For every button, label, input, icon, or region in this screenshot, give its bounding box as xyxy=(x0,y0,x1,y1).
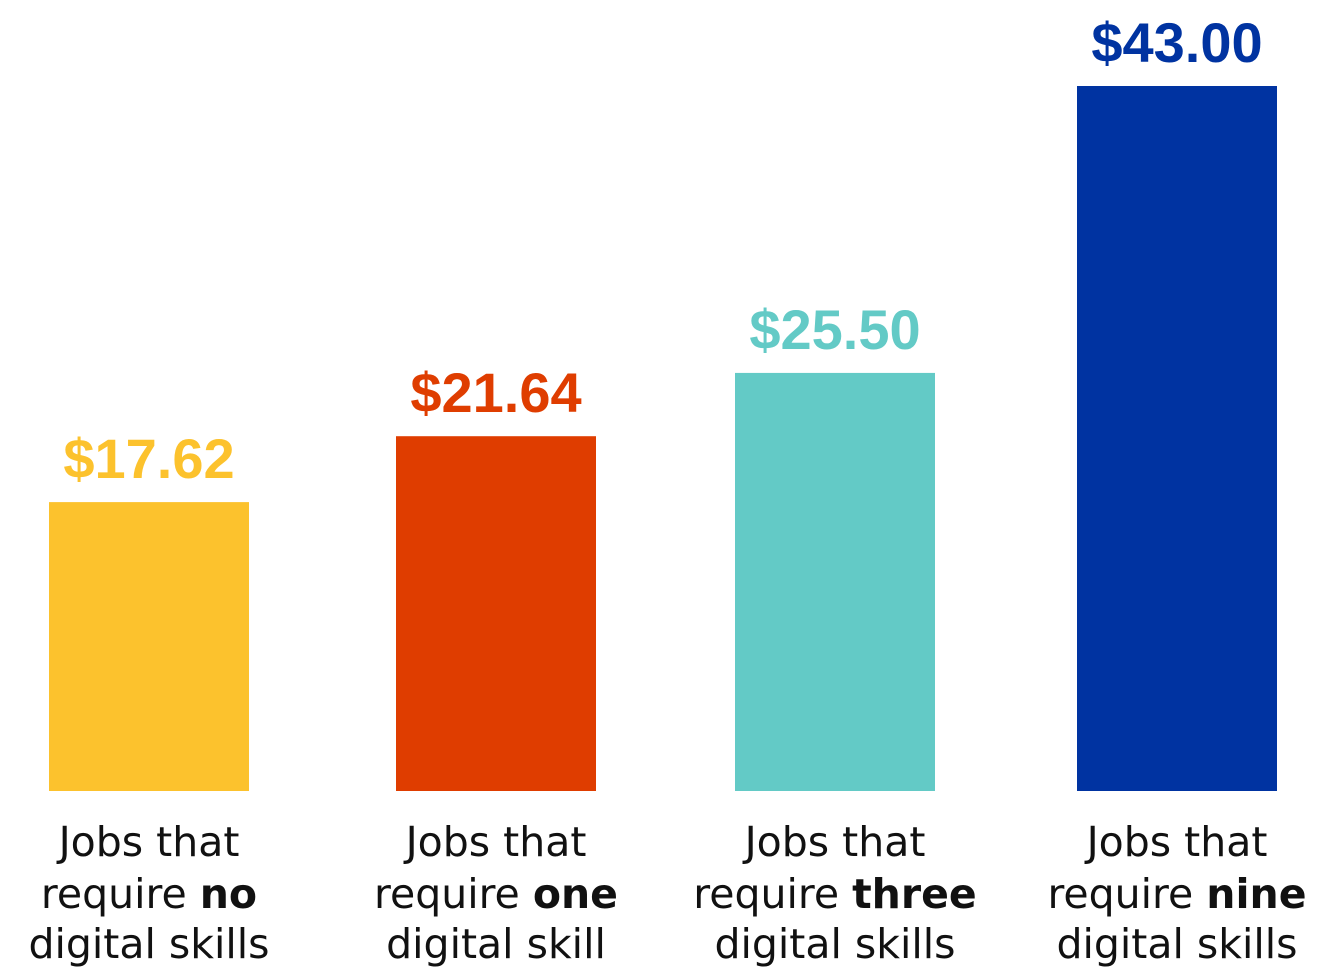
category-line-3: digital skills xyxy=(1056,920,1297,968)
category-line-1: Jobs that xyxy=(742,818,926,866)
bar-1 xyxy=(49,502,249,791)
category-line-2: require nine xyxy=(1047,870,1306,918)
category-line-2-emphasis: no xyxy=(200,870,257,918)
value-label-2: $21.64 xyxy=(410,361,581,424)
category-line-2-emphasis: one xyxy=(533,870,618,918)
category-line-1: Jobs that xyxy=(1084,818,1268,866)
value-label-1: $17.62 xyxy=(63,427,234,490)
category-line-1: Jobs that xyxy=(56,818,240,866)
category-line-2: require no xyxy=(41,870,257,918)
bar-2 xyxy=(396,436,596,791)
value-label-4: $43.00 xyxy=(1091,11,1262,74)
category-line-2-prefix: require xyxy=(41,870,200,918)
category-line-3: digital skill xyxy=(386,920,606,968)
category-line-2-prefix: require xyxy=(1047,870,1206,918)
category-line-2-prefix: require xyxy=(374,870,533,918)
category-line-3: digital skills xyxy=(714,920,955,968)
value-labels-group: $17.62 $21.64 $25.50 $43.00 xyxy=(63,11,1262,490)
category-line-2-emphasis: three xyxy=(852,870,977,918)
bar-4 xyxy=(1077,86,1277,791)
value-label-3: $25.50 xyxy=(749,298,920,361)
category-line-3: digital skills xyxy=(28,920,269,968)
category-line-2: require three xyxy=(693,870,976,918)
bar-3 xyxy=(735,372,935,791)
category-line-2: require one xyxy=(374,870,618,918)
category-line-2-emphasis: nine xyxy=(1206,870,1306,918)
bars-group xyxy=(49,86,1277,791)
category-line-2-prefix: require xyxy=(693,870,852,918)
category-line-1: Jobs that xyxy=(403,818,587,866)
